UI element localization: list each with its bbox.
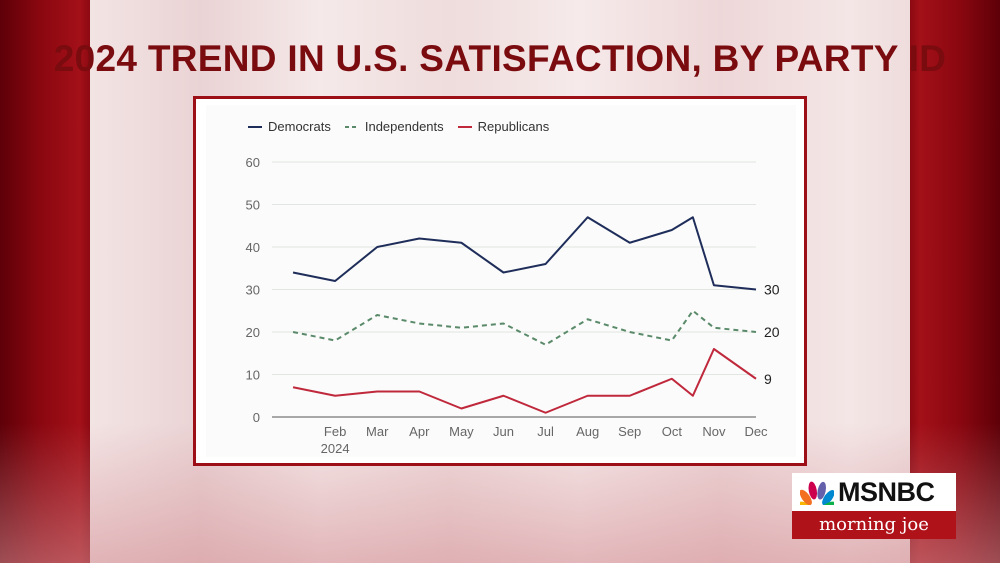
legend-item-republicans: Republicans xyxy=(457,119,550,134)
end-label-republicans: 9 xyxy=(764,371,772,387)
legend-item-democrats: Democrats xyxy=(248,119,331,134)
x-tick-label: Oct xyxy=(662,424,683,439)
legend-item-independents: Independents xyxy=(344,119,444,134)
legend-label-democrats: Democrats xyxy=(268,119,331,134)
y-tick-label: 40 xyxy=(246,240,260,255)
x-tick-label: Aug xyxy=(576,424,599,439)
x-tick-label: May xyxy=(449,424,474,439)
end-label-independents: 20 xyxy=(764,324,780,340)
x-tick-sublabel: 2024 xyxy=(321,441,350,456)
x-tick-label: Mar xyxy=(366,424,389,439)
x-tick-label: Apr xyxy=(409,424,430,439)
y-tick-label: 0 xyxy=(253,410,260,425)
y-tick-label: 50 xyxy=(246,198,260,213)
line-chart: 0 10 20 30 40 50 60 Feb Mar Apr May Jun Jul Aug Sep Oct… xyxy=(246,155,780,456)
legend-swatch-independents xyxy=(344,125,359,128)
logo-top: MSNBC xyxy=(792,473,956,511)
x-tick-label: Jun xyxy=(493,424,514,439)
series-line-democrats xyxy=(292,216,757,291)
y-tick-label: 20 xyxy=(246,325,260,340)
y-tick-label: 10 xyxy=(246,368,260,383)
x-tick-label: Dec xyxy=(744,424,768,439)
x-tick-label: Jul xyxy=(537,424,554,439)
chart-panel: Democrats Independents Republicans 0 10 20… xyxy=(206,105,796,457)
show-name: morning joe xyxy=(792,511,956,539)
end-label-democrats: 30 xyxy=(764,282,780,298)
network-name: MSNBC xyxy=(838,476,935,507)
series-line-independents xyxy=(292,309,757,346)
chart-legend: Democrats Independents Republicans xyxy=(248,119,549,134)
legend-label-independents: Independents xyxy=(364,119,444,134)
x-tick-label: Feb xyxy=(324,424,346,439)
legend-swatch-democrats xyxy=(248,125,262,128)
y-tick-label: 60 xyxy=(246,155,260,170)
x-tick-label: Sep xyxy=(618,424,641,439)
y-tick-label: 30 xyxy=(246,283,260,298)
x-tick-label: Nov xyxy=(702,424,726,439)
peacock-icon xyxy=(800,481,834,505)
legend-label-republicans: Republicans xyxy=(477,119,550,134)
legend-swatch-republicans xyxy=(457,125,472,128)
series-line-republicans xyxy=(292,348,757,414)
headline-title: 2024 TREND IN U.S. SATISFACTION, BY PART… xyxy=(53,38,947,79)
network-logo: MSNBC morning joe xyxy=(792,473,956,539)
chart-frame: Democrats Independents Republicans 0 10 20… xyxy=(193,96,807,466)
